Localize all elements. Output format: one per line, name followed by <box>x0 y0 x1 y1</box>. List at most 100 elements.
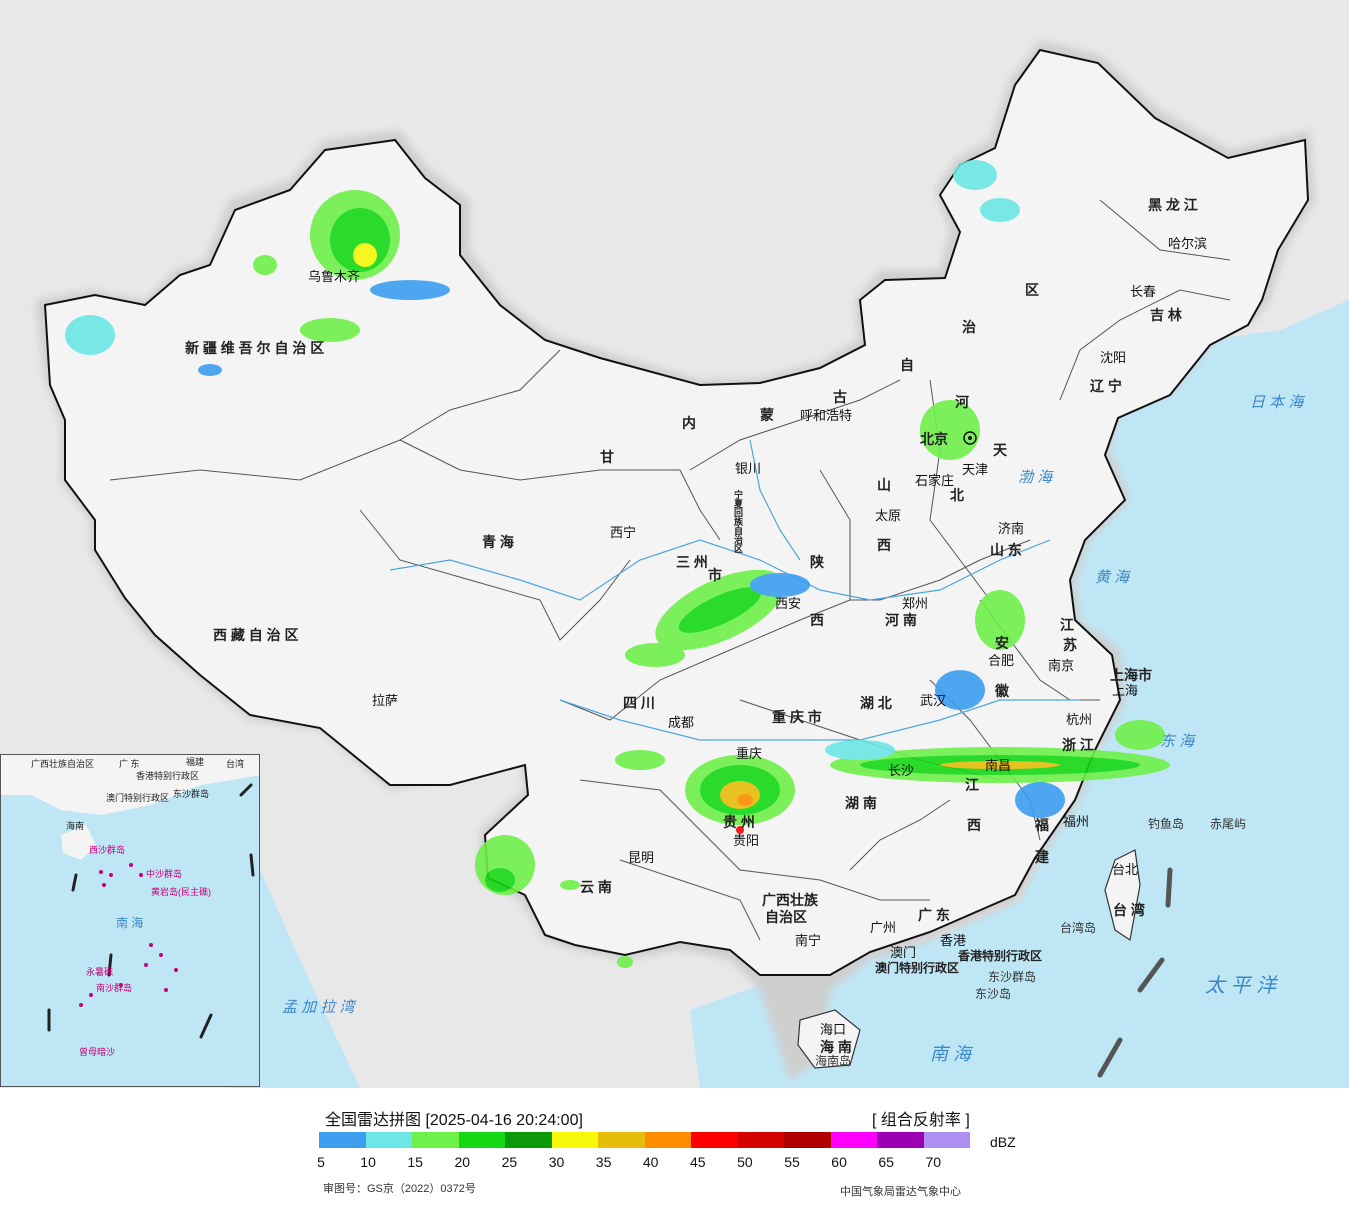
city-label: 长春 <box>1130 284 1156 299</box>
scale-tick-label: 20 <box>454 1154 471 1170</box>
province-label: 宁夏回族自治区 <box>733 489 744 553</box>
scale-tick-label: 5 <box>317 1154 325 1170</box>
inset-label: 福建 <box>186 756 204 767</box>
approval-number: 审图号：GS京（2022）0372号 <box>323 1183 476 1195</box>
city-label: 长沙 <box>888 763 914 778</box>
city-label: 成都 <box>668 715 694 730</box>
scale-tick-label: 45 <box>690 1154 706 1170</box>
inset-label: 广西壮族自治区 <box>31 758 94 769</box>
city-label: 拉萨 <box>372 693 398 708</box>
sea-label: 日 本 海 <box>1250 394 1305 411</box>
color-swatch <box>551 1132 598 1148</box>
city-label: 重庆 <box>736 746 762 761</box>
color-swatch <box>458 1132 505 1148</box>
scale-tick-label: 25 <box>501 1154 518 1170</box>
city-label: 昆明 <box>628 850 654 865</box>
city-label: 南京 <box>1048 658 1074 673</box>
province-label: 贵 州 <box>723 814 755 830</box>
province-label: 湖 北 <box>860 695 892 711</box>
sea-label: 孟 加 拉 湾 <box>282 999 358 1016</box>
color-swatch <box>412 1132 459 1148</box>
province-label: 北京 <box>920 431 948 447</box>
inset-label: 曾母暗沙 <box>79 1046 115 1057</box>
city-label: 武汉 <box>920 693 946 708</box>
province-label: 江 <box>1060 617 1074 633</box>
city-label: 西宁 <box>610 525 636 540</box>
sea-label: 南 海 <box>930 1044 974 1064</box>
province-label: 湖 南 <box>845 795 877 811</box>
province-label: 西 <box>877 537 891 553</box>
city-label: 银川 <box>735 461 761 476</box>
city-label: 广州 <box>870 920 896 935</box>
inset-label: 澳门特别行政区 <box>106 792 169 803</box>
scale-tick-label: 50 <box>737 1154 753 1170</box>
color-swatch <box>923 1132 970 1148</box>
city-label: 哈尔滨 <box>1168 236 1207 251</box>
color-swatch <box>691 1132 738 1148</box>
scale-tick-label: 35 <box>595 1154 612 1170</box>
legend-title: 全国雷达拼图 [2025-04-16 20:24:00] <box>325 1112 583 1129</box>
province-label: 云 南 <box>580 879 612 895</box>
province-label: 西 藏 自 治 区 <box>213 627 299 643</box>
color-swatch <box>784 1132 831 1148</box>
city-label: 香港 <box>940 933 966 948</box>
province-label: 徽 <box>994 683 1010 699</box>
city-label: 贵阳 <box>733 833 759 848</box>
province-label: 内 <box>682 415 696 431</box>
color-swatch <box>644 1132 691 1148</box>
credit-label: 中国气象局雷达气象中心 <box>840 1186 961 1198</box>
inset-label: 东沙群岛 <box>173 788 209 799</box>
province-label: 西 <box>967 817 981 833</box>
legend-panel: 全国雷达拼图 [2025-04-16 20:24:00] [ 组合反射率 ] 5… <box>0 1088 1349 1208</box>
island-label: 海南岛 <box>815 1053 851 1068</box>
city-label: 澳门 <box>890 945 916 960</box>
color-swatch <box>598 1132 645 1148</box>
island-label: 东沙群岛 <box>988 969 1036 984</box>
inset-label: 西沙群岛 <box>89 844 125 855</box>
province-label: 北 <box>950 487 964 503</box>
island-label: 东沙岛 <box>975 986 1011 1001</box>
province-label: 蒙 <box>760 407 774 423</box>
inset-label: 黄岩岛(民主礁) <box>151 886 211 897</box>
color-swatch <box>877 1132 924 1148</box>
island-label: 台湾岛 <box>1060 920 1096 935</box>
province-label: 西 <box>810 612 824 628</box>
city-label: 天津 <box>962 462 988 477</box>
product-label: [ 组合反射率 ] <box>872 1112 970 1129</box>
province-label: 河 南 <box>885 612 917 628</box>
color-scale <box>319 1132 970 1148</box>
sea-label: 黄 海 <box>1095 569 1131 586</box>
province-label: 新 疆 维 吾 尔 自 治 区 <box>185 340 324 356</box>
ocean <box>690 320 1349 1088</box>
scale-tick-label: 65 <box>878 1154 894 1170</box>
city-label: 南昌 <box>985 758 1011 773</box>
radar-echoes <box>65 160 1170 968</box>
color-swatch <box>830 1132 877 1148</box>
beijing-marker-icon <box>963 431 977 445</box>
color-swatch <box>505 1132 552 1148</box>
province-label: 黑 龙 江 <box>1148 197 1198 213</box>
province-label: 天 <box>993 442 1008 458</box>
province-label: 建 <box>1035 849 1049 865</box>
province-label: 广西壮族 <box>762 892 819 908</box>
city-label: 西安 <box>775 596 801 611</box>
city-label: 上海 <box>1112 683 1138 698</box>
province-label: 古 <box>833 389 847 405</box>
inset-label: 永暑礁 <box>86 966 113 977</box>
color-swatch <box>365 1132 412 1148</box>
inset-label: 海南 <box>66 820 84 831</box>
province-label: 四 川 <box>623 695 655 711</box>
sea-label: 渤 海 <box>1018 469 1054 486</box>
city-label: 乌鲁木齐 <box>308 269 360 284</box>
province-label: 海 南 <box>820 1039 852 1055</box>
city-label: 石家庄 <box>915 473 954 488</box>
china-land <box>43 48 1310 976</box>
province-label: 区 <box>1025 282 1039 298</box>
south-china-sea-inset: 广西壮族自治区 广 东 福建 台湾 香港特别行政区 澳门特别行政区 东沙群岛 海… <box>0 754 260 1087</box>
province-label: 广 东 <box>918 907 950 923</box>
inset-label: 广 东 <box>119 758 140 769</box>
city-label: 呼和浩特 <box>800 408 852 423</box>
province-label: 苏 <box>1063 637 1077 653</box>
inset-label: 南 海 <box>116 915 143 930</box>
scale-tick-label: 10 <box>360 1154 376 1170</box>
